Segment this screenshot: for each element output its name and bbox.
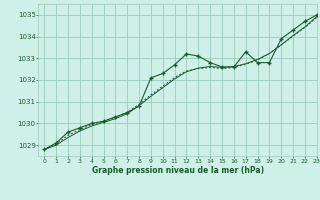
X-axis label: Graphe pression niveau de la mer (hPa): Graphe pression niveau de la mer (hPa) (92, 166, 264, 175)
